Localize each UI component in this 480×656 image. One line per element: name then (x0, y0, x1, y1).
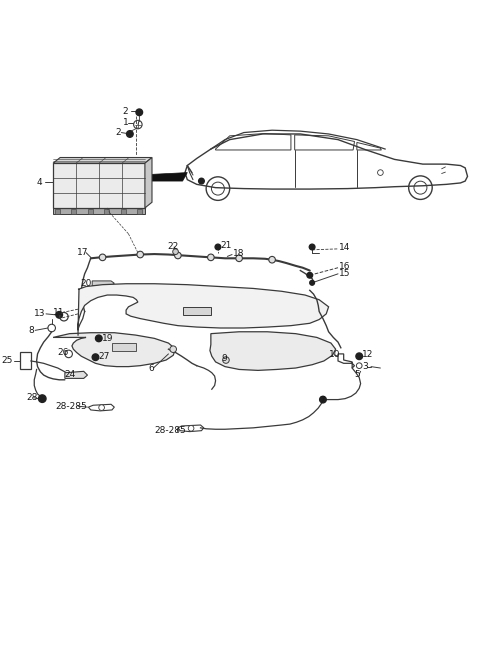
Circle shape (223, 357, 229, 363)
Circle shape (236, 255, 242, 262)
Text: 19: 19 (102, 334, 113, 343)
FancyBboxPatch shape (105, 209, 109, 215)
Text: 20: 20 (80, 279, 91, 288)
FancyBboxPatch shape (55, 209, 60, 215)
Text: 15: 15 (339, 270, 350, 278)
Text: 6: 6 (149, 363, 155, 373)
Polygon shape (135, 173, 187, 181)
Circle shape (307, 272, 312, 278)
Text: 28-285: 28-285 (56, 401, 87, 411)
Text: 13: 13 (34, 310, 46, 318)
Polygon shape (112, 343, 135, 350)
Text: 2: 2 (123, 107, 129, 116)
Circle shape (136, 109, 143, 115)
Text: 25: 25 (2, 356, 13, 365)
Polygon shape (92, 281, 114, 285)
FancyBboxPatch shape (72, 209, 76, 215)
Text: 8: 8 (28, 326, 34, 335)
Polygon shape (53, 157, 152, 163)
Circle shape (170, 346, 177, 352)
Text: 7: 7 (319, 396, 325, 405)
Polygon shape (210, 332, 336, 371)
Circle shape (173, 249, 179, 255)
Circle shape (56, 312, 62, 318)
Circle shape (320, 396, 326, 403)
Circle shape (92, 354, 99, 361)
Text: 14: 14 (339, 243, 350, 253)
Text: 5: 5 (355, 369, 360, 379)
Polygon shape (65, 371, 87, 379)
Text: 21: 21 (220, 241, 232, 250)
Text: 10: 10 (329, 350, 340, 359)
Circle shape (99, 254, 106, 260)
Text: 26: 26 (58, 348, 69, 357)
FancyBboxPatch shape (137, 209, 142, 215)
Circle shape (356, 353, 362, 359)
Circle shape (269, 256, 276, 263)
Text: 12: 12 (361, 350, 373, 359)
Circle shape (127, 131, 133, 137)
Text: 28-285: 28-285 (155, 426, 186, 435)
FancyBboxPatch shape (121, 209, 126, 215)
Text: 4: 4 (36, 178, 42, 186)
Polygon shape (145, 157, 152, 208)
Text: 9: 9 (221, 354, 227, 363)
Text: 18: 18 (233, 249, 244, 258)
Text: 24: 24 (64, 369, 75, 379)
Circle shape (99, 405, 105, 411)
Text: 1: 1 (123, 118, 129, 127)
Text: 11: 11 (53, 308, 65, 318)
FancyBboxPatch shape (88, 209, 93, 215)
Circle shape (188, 426, 194, 431)
Circle shape (38, 395, 46, 402)
Polygon shape (78, 284, 329, 331)
Circle shape (175, 252, 181, 258)
Circle shape (215, 244, 221, 250)
Circle shape (96, 335, 102, 342)
Polygon shape (53, 333, 176, 367)
Circle shape (207, 254, 214, 260)
Text: 17: 17 (77, 248, 88, 257)
Text: 28: 28 (26, 393, 37, 402)
Text: 22: 22 (168, 243, 179, 251)
Circle shape (310, 280, 314, 285)
Circle shape (137, 251, 144, 258)
Circle shape (309, 244, 315, 250)
Text: 27: 27 (99, 352, 110, 361)
Polygon shape (53, 163, 145, 208)
FancyBboxPatch shape (53, 208, 145, 215)
Text: 2: 2 (116, 128, 121, 137)
Circle shape (199, 178, 204, 184)
Text: 3: 3 (362, 362, 368, 371)
Text: 16: 16 (339, 262, 350, 272)
Polygon shape (182, 307, 211, 315)
